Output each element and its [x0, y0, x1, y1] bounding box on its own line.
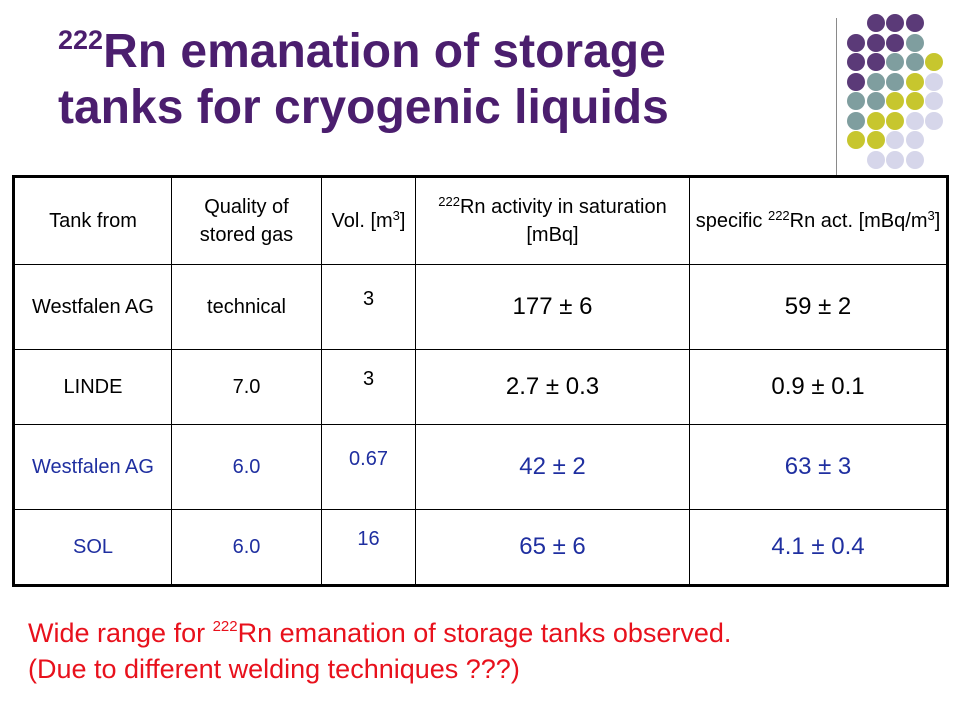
- decor-dot: [886, 33, 904, 52]
- cell-quality: 6.0: [171, 424, 322, 510]
- cell-specific: 63 ± 3: [689, 424, 949, 510]
- table-row: Westfalen AG technical 3 177 ± 6 59 ± 2: [12, 264, 949, 350]
- header-tank-from: Tank from: [12, 175, 172, 265]
- title-line-2: tanks for cryogenic liquids: [58, 81, 669, 134]
- cell-tank: Westfalen AG: [12, 424, 172, 510]
- decor-dot: [905, 92, 924, 110]
- emanation-table: Tank from Quality of stored gas Vol. [m3…: [12, 175, 949, 587]
- decor-dot: [925, 53, 943, 71]
- header-specific-activity: specific 222Rn act. [mBq/m3]: [689, 175, 949, 265]
- decorative-divider: [836, 18, 837, 176]
- decor-dot: [866, 33, 885, 52]
- decor-dot: [905, 111, 924, 130]
- table-row: Westfalen AG 6.0 0.67 42 ± 2 63 ± 3: [12, 424, 949, 510]
- cell-volume: 16: [321, 509, 416, 587]
- note-line-1-prefix: Wide range for: [28, 618, 213, 648]
- cell-quality: 7.0: [171, 349, 322, 425]
- decor-dot: [905, 14, 924, 32]
- cell-quality: technical: [171, 264, 322, 350]
- cell-activity: 2.7 ± 0.3: [415, 349, 690, 425]
- note-line-2: (Due to different welding techniques ???…: [28, 654, 520, 684]
- table-header-row: Tank from Quality of stored gas Vol. [m3…: [12, 175, 949, 265]
- decor-dot: [866, 53, 885, 71]
- decor-dot: [905, 53, 924, 71]
- title-line-1: Rn emanation of storage: [103, 25, 666, 78]
- header-volume: Vol. [m3]: [321, 175, 416, 265]
- decor-dot: [866, 72, 885, 91]
- decor-dot: [886, 72, 904, 91]
- decor-dot: [886, 92, 904, 110]
- decor-dot: [866, 92, 885, 110]
- cell-tank: SOL: [12, 509, 172, 587]
- cell-activity: 42 ± 2: [415, 424, 690, 510]
- title-isotope-superscript: 222: [58, 25, 104, 55]
- decor-dot: [886, 150, 904, 169]
- decorative-dot-grid: [847, 14, 957, 169]
- decor-dot: [886, 131, 904, 149]
- note-isotope-superscript: 222: [212, 618, 238, 635]
- cell-quality: 6.0: [171, 509, 322, 587]
- cell-volume: 3: [321, 264, 416, 350]
- decor-dot: [925, 111, 943, 130]
- decor-dot: [866, 150, 885, 169]
- decor-dot: [925, 72, 943, 91]
- decor-dot: [905, 131, 924, 149]
- cell-tank: LINDE: [12, 349, 172, 425]
- decor-dot: [905, 150, 924, 169]
- decor-dot: [847, 111, 865, 130]
- decor-dot: [866, 131, 885, 149]
- decor-dot: [866, 111, 885, 130]
- cell-specific: 4.1 ± 0.4: [689, 509, 949, 587]
- table-row: SOL 6.0 16 65 ± 6 4.1 ± 0.4: [12, 509, 949, 587]
- cell-specific: 0.9 ± 0.1: [689, 349, 949, 425]
- table-row: LINDE 7.0 3 2.7 ± 0.3 0.9 ± 0.1: [12, 349, 949, 425]
- cell-tank: Westfalen AG: [12, 264, 172, 350]
- header-activity: 222Rn activity in saturation [mBq]: [415, 175, 690, 265]
- cell-specific: 59 ± 2: [689, 264, 949, 350]
- decor-dot: [886, 111, 904, 130]
- decor-dot: [925, 92, 943, 110]
- decor-dot: [905, 33, 924, 52]
- cell-activity: 177 ± 6: [415, 264, 690, 350]
- decor-dot: [847, 92, 865, 110]
- decor-dot: [847, 33, 865, 52]
- decor-dot: [847, 131, 865, 149]
- cell-activity: 65 ± 6: [415, 509, 690, 587]
- decor-dot: [886, 53, 904, 71]
- observation-note: Wide range for 222Rn emanation of storag…: [28, 615, 948, 687]
- decor-dot: [886, 14, 904, 32]
- cell-volume: 0.67: [321, 424, 416, 510]
- decor-dot: [847, 72, 865, 91]
- cell-volume: 3: [321, 349, 416, 425]
- decor-dot: [905, 72, 924, 91]
- note-line-1-rest: Rn emanation of storage tanks observed.: [237, 618, 732, 648]
- decor-dot: [866, 14, 885, 32]
- decor-dot: [847, 53, 865, 71]
- header-quality: Quality of stored gas: [171, 175, 322, 265]
- slide-title: 222Rn emanation of storage tanks for cry…: [58, 24, 778, 136]
